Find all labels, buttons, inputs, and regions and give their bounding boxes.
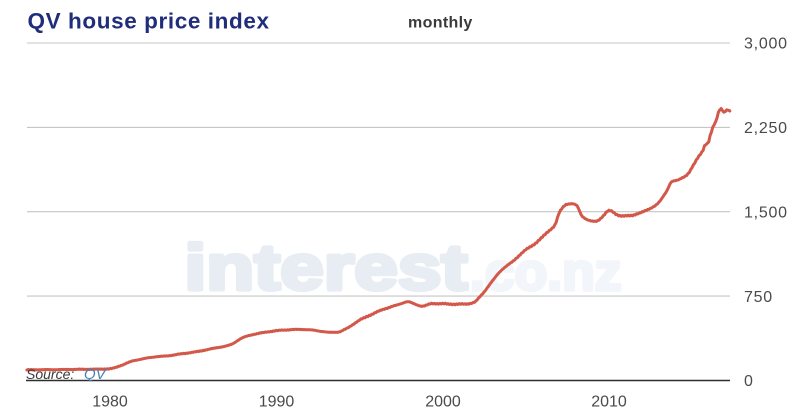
svg-text:QV house price index: QV house price index [28, 9, 270, 34]
svg-text:monthly: monthly [408, 15, 473, 32]
svg-text:1980: 1980 [92, 393, 128, 410]
svg-text:1990: 1990 [259, 393, 295, 410]
svg-text:2010: 2010 [591, 393, 627, 410]
svg-text:2,250: 2,250 [744, 120, 788, 137]
svg-text:.co.nz: .co.nz [470, 243, 622, 302]
svg-text:3,000: 3,000 [744, 36, 788, 53]
svg-text:0: 0 [744, 373, 754, 390]
svg-text:QV: QV [84, 366, 108, 383]
svg-text:interest: interest [185, 232, 468, 304]
svg-text:1,500: 1,500 [744, 204, 788, 221]
svg-text:750: 750 [744, 289, 773, 306]
svg-text:Source:: Source: [26, 366, 74, 382]
svg-text:2000: 2000 [425, 393, 461, 410]
